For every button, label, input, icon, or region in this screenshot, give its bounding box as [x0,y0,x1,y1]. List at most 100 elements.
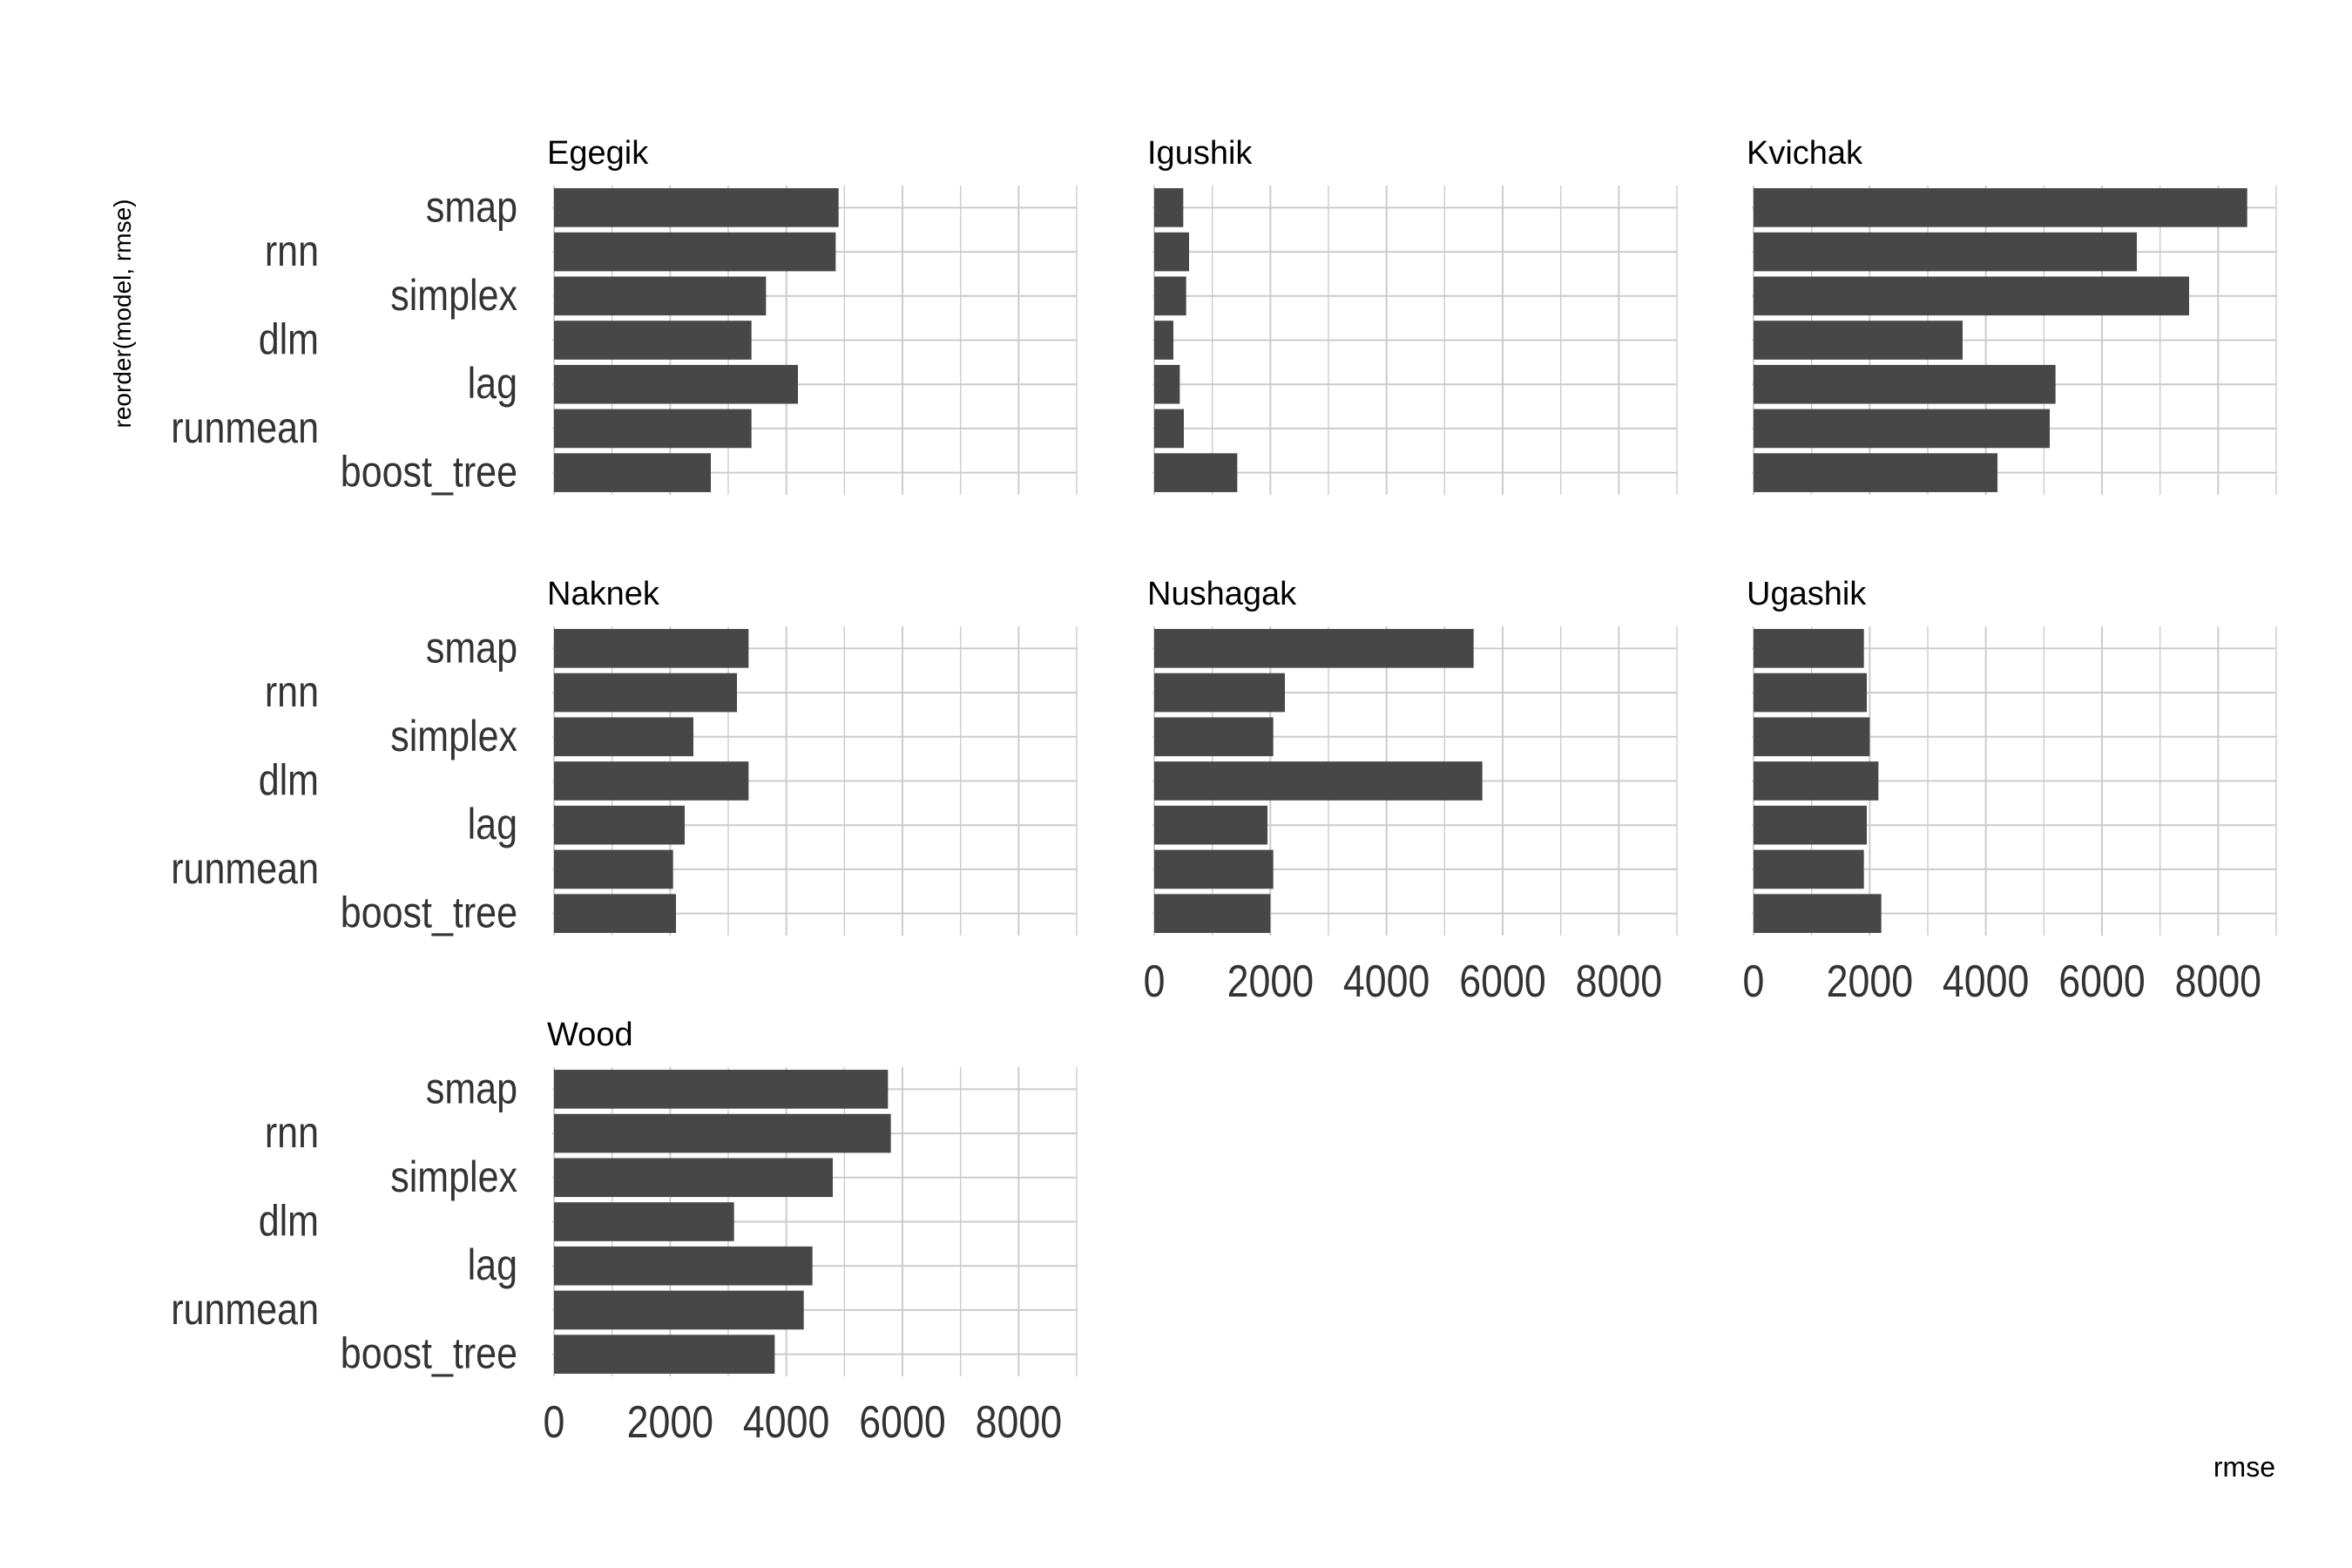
bar-lag [554,364,798,404]
bar-rnn [554,1113,891,1153]
bar-rnn [1754,232,2137,272]
bar-lag [1154,364,1180,404]
bar-dlm [1154,321,1173,360]
bar-runmean [554,409,752,449]
y-tick-label: runmean [171,844,319,893]
facet-title: Egegik [547,135,649,172]
y-tick-label: simplex [390,271,517,320]
bar-smap [554,1070,889,1109]
facet-title: Kvichak [1747,135,1863,172]
y-axis-title: reorder(model, rmse) [109,199,136,429]
y-tick-label: dlm [259,1196,319,1245]
bar-rnn [1154,232,1189,272]
bar-simplex [1154,717,1274,757]
bar-rnn [1754,672,1867,713]
y-tick-label: rnn [265,226,319,275]
x-axis-title: rmse [2213,1451,2275,1483]
y-tick-label: runmean [171,1285,319,1334]
facet-title: Wood [547,1017,633,1053]
facet-panel-ugashik: Ugashik 0 2000 4000 6000 8000 [1743,576,2277,1007]
facet-title: Ugashik [1747,576,1867,612]
y-tick-label: smap [426,182,517,231]
bar-rnn [554,672,737,713]
bar-simplex [1754,717,1870,757]
y-tick-label: smap [426,623,517,672]
facet-panel-kvichak: Kvichak [1747,135,2277,495]
x-tick-label: 8000 [1576,956,1662,1007]
bar-simplex [554,1158,833,1198]
bar-smap [554,629,749,668]
x-tick-label: 6000 [859,1397,945,1448]
y-tick-label: boost_tree [341,889,517,937]
bar-lag [554,1246,813,1286]
x-tick-label: 8000 [2175,956,2261,1007]
y-tick-label: dlm [259,314,319,363]
facet-title: Naknek [547,576,660,612]
x-tick-label: 2000 [627,1397,713,1448]
bar-dlm [554,1202,734,1241]
bar-smap [1154,188,1184,227]
facet-panel-nushagak: Nushagak 0 2000 4000 6000 8000 [1144,576,1678,1007]
x-tick-label: 4000 [1343,956,1429,1007]
bar-lag [1754,364,2056,404]
y-tick-label: lag [468,800,517,848]
bar-simplex [1154,276,1186,316]
y-tick-label: lag [468,1240,517,1289]
x-tick-label: 8000 [976,1397,1062,1448]
x-tick-label: 6000 [2058,956,2145,1007]
x-tick-label: 0 [1144,956,1166,1007]
bar-boost_tree [554,1335,775,1374]
y-tick-label: boost_tree [341,1329,517,1378]
bar-dlm [554,321,752,360]
bar-rnn [1154,672,1285,713]
bar-simplex [1754,276,2189,316]
bar-runmean [1754,849,1864,889]
bar-runmean [554,1290,804,1330]
x-tick-label: 2000 [1227,956,1314,1007]
y-tick-label: boost_tree [341,448,517,497]
x-tick-label: 4000 [1943,956,2029,1007]
x-tick-label: 6000 [1459,956,1545,1007]
bar-boost_tree [1754,453,1997,492]
y-tick-label: runmean [171,403,319,452]
bar-runmean [1154,849,1274,889]
bar-smap [554,188,839,227]
bar-boost_tree [1154,453,1238,492]
y-tick-label: rnn [265,1108,319,1157]
facet-panel-naknek: Naknek smap rnn simplex dlm lag runmean boost_t… [171,576,1078,937]
bar-boost_tree [554,894,676,933]
bar-simplex [554,276,767,316]
facet-panel-wood: Wood smap rnn simplex dlm lag runmean boost_tre… [171,1017,1078,1448]
y-tick-label: simplex [390,712,517,760]
y-tick-label: simplex [390,1152,517,1201]
x-tick-label: 2000 [1827,956,1913,1007]
x-tick-label: 0 [544,1397,565,1448]
facet-title: Igushik [1147,135,1253,172]
bar-smap [1754,629,1864,668]
bar-simplex [554,717,693,757]
bar-runmean [554,849,673,889]
bar-dlm [554,761,749,801]
x-tick-label: 0 [1743,956,1765,1007]
bar-lag [1754,805,1867,845]
bar-boost_tree [1754,894,1882,933]
y-tick-label: dlm [259,755,319,804]
bar-dlm [1154,761,1483,801]
bar-lag [1154,805,1267,845]
facet-panel-igushik: Igushik [1147,135,1678,495]
bar-lag [554,805,685,845]
facet-title: Nushagak [1147,576,1297,612]
facet-panels: Egegik smap rnn simplex dlm lag runmean boost_t… [171,135,2277,1448]
bar-runmean [1154,409,1184,449]
y-tick-label: lag [468,359,517,408]
bar-rnn [554,232,836,272]
bar-smap [1154,629,1474,668]
bar-dlm [1754,321,1963,360]
x-tick-label: 4000 [743,1397,829,1448]
bar-boost_tree [1154,894,1271,933]
facet-panel-egegik: Egegik smap rnn simplex dlm lag runmean boost_t… [171,135,1078,497]
y-tick-label: smap [426,1064,517,1112]
bar-boost_tree [554,453,711,492]
bar-dlm [1754,761,1879,801]
